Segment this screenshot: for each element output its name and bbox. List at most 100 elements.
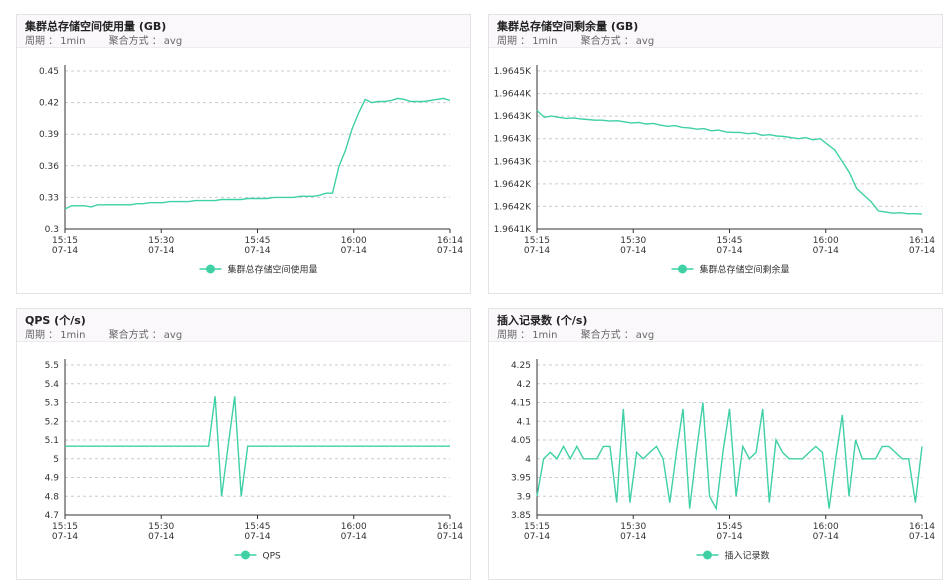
panel-header: 插入记录数 (个/s) 周期 ： 1min 聚合方式 ： avg	[489, 309, 942, 342]
series-line[interactable]	[65, 396, 450, 497]
legend-label[interactable]: 插入记录数	[725, 550, 770, 562]
y-tick-label: 5.1	[45, 436, 59, 446]
legend-marker[interactable]	[703, 550, 712, 560]
x-tick-label: 07-14	[437, 532, 463, 542]
agg-label-text: 聚合方式 ：	[108, 330, 162, 341]
y-tick-label: 0.42	[39, 99, 59, 109]
x-tick-label: 07-14	[620, 246, 646, 256]
x-tick-label: 07-14	[813, 532, 839, 542]
period-value: 1min	[60, 36, 86, 47]
x-tick-label: 15:45	[245, 522, 271, 532]
x-tick-label: 07-14	[148, 246, 174, 256]
period-label: 周期 ： 1min	[497, 330, 567, 341]
agg-value: avg	[635, 36, 655, 47]
x-tick-label: 16:00	[813, 236, 839, 246]
series-line[interactable]	[536, 402, 923, 511]
x-tick-label: 15:45	[717, 236, 743, 246]
x-tick-label: 16:00	[341, 236, 367, 246]
y-tick-label: 1.9644K	[494, 90, 532, 100]
period-label-text: 周期 ：	[497, 36, 531, 47]
y-tick-label: 1.9643K	[494, 135, 532, 145]
legend-label[interactable]: 集群总存储空间剩余量	[700, 264, 790, 276]
agg-label: 聚合方式 ： avg	[581, 330, 665, 341]
x-tick-label: 07-14	[52, 532, 78, 542]
panel-header: 集群总存储空间使用量 (GB) 周期 ： 1min 聚合方式 ： avg	[17, 15, 470, 48]
agg-value: avg	[163, 330, 183, 341]
y-tick-label: 5.3	[45, 399, 59, 409]
y-tick-label: 1.9642K	[494, 202, 532, 212]
legend-label[interactable]: QPS	[263, 552, 282, 562]
chart-storage-remaining: 1.9641K 1.9642K 1.9642K 1.9643K 1.9643K 1.964…	[494, 65, 935, 276]
y-tick-label: 3.9	[517, 492, 532, 502]
x-tick-label: 16:14	[909, 522, 935, 532]
legend-marker[interactable]	[241, 550, 250, 560]
period-value: 1min	[532, 330, 558, 341]
agg-label-text: 聚合方式 ：	[108, 36, 162, 47]
x-tick-label: 16:14	[909, 236, 935, 246]
y-tick-label: 1.9643K	[494, 112, 532, 122]
x-tick-label: 07-14	[341, 532, 367, 542]
y-tick-label: 0.45	[39, 67, 59, 77]
y-tick-label: 1.9641K	[494, 225, 532, 235]
legend-marker[interactable]	[678, 264, 687, 274]
y-tick-label: 3.95	[511, 474, 531, 484]
x-tick-label: 07-14	[244, 532, 270, 542]
x-tick-label: 15:30	[620, 236, 646, 246]
panel-header: QPS (个/s) 周期 ： 1min 聚合方式 ： avg	[17, 309, 470, 342]
panel-storage-remaining: 集群总存储空间剩余量 (GB) 周期 ： 1min 聚合方式 ： avg 1.964…	[488, 14, 943, 294]
period-label-text: 周期 ：	[25, 36, 59, 47]
y-tick-label: 4	[525, 455, 531, 465]
agg-label-text: 聚合方式 ：	[580, 330, 634, 341]
agg-label: 聚合方式 ： avg	[581, 36, 665, 47]
legend-marker[interactable]	[206, 264, 215, 274]
y-tick-label: 4.9	[45, 474, 60, 484]
period-label: 周期 ： 1min	[25, 36, 95, 47]
y-tick-label: 0.33	[39, 193, 59, 203]
legend-label[interactable]: 集群总存储空间使用量	[228, 264, 318, 276]
x-tick-label: 07-14	[341, 246, 367, 256]
agg-label-text: 聚合方式 ：	[580, 36, 634, 47]
y-tick-label: 1.9645K	[494, 67, 532, 77]
x-tick-label: 16:14	[437, 236, 463, 246]
series-line[interactable]	[536, 109, 923, 215]
period-label-text: 周期 ：	[25, 330, 59, 341]
x-tick-label: 07-14	[148, 532, 174, 542]
x-tick-label: 07-14	[437, 246, 463, 256]
y-tick-label: 4.1	[517, 417, 531, 427]
period-label: 周期 ： 1min	[497, 36, 567, 47]
panel-storage-used: 集群总存储空间使用量 (GB) 周期 ： 1min 聚合方式 ： avg 0.3 0.…	[16, 14, 471, 294]
y-tick-label: 0.39	[39, 130, 59, 140]
chart-insert-records: 3.853.93.9544.054.14.154.24.2515:1507-14…	[511, 359, 935, 562]
period-label: 周期 ： 1min	[25, 330, 95, 341]
x-tick-label: 07-14	[524, 246, 550, 256]
panel-meta: 周期 ： 1min 聚合方式 ： avg	[25, 32, 202, 47]
y-tick-label: 4.25	[511, 361, 531, 371]
panel-insert-records: 插入记录数 (个/s) 周期 ： 1min 聚合方式 ： avg 3.85 3.9 3.…	[488, 308, 943, 580]
x-tick-label: 15:30	[148, 522, 174, 532]
y-tick-label: 4.8	[45, 492, 60, 502]
y-tick-label: 0.36	[39, 162, 59, 172]
x-tick-label: 15:15	[52, 522, 78, 532]
x-tick-label: 07-14	[52, 246, 78, 256]
panel-meta: 周期 ： 1min 聚合方式 ： avg	[497, 326, 674, 341]
x-tick-label: 16:00	[341, 522, 367, 532]
x-tick-label: 07-14	[909, 246, 935, 256]
panel-title: 插入记录数 (个/s)	[497, 314, 588, 327]
panel-title: QPS (个/s)	[25, 314, 86, 327]
x-tick-label: 07-14	[524, 532, 550, 542]
series-line[interactable]	[64, 97, 451, 210]
y-tick-label: 4.15	[511, 399, 531, 409]
x-tick-label: 16:00	[813, 522, 839, 532]
y-tick-label: 0.3	[45, 225, 59, 235]
y-tick-label: 1.9643K	[494, 157, 532, 167]
panel-qps: QPS (个/s) 周期 ： 1min 聚合方式 ： avg 4.7 4.8 4.9 5 5…	[16, 308, 471, 580]
panel-meta: 周期 ： 1min 聚合方式 ： avg	[497, 32, 674, 47]
y-tick-label: 4.2	[517, 380, 531, 390]
x-tick-label: 15:30	[620, 522, 646, 532]
period-value: 1min	[532, 36, 558, 47]
x-tick-label: 15:45	[717, 522, 743, 532]
y-tick-label: 4.05	[511, 436, 531, 446]
x-tick-label: 07-14	[716, 532, 742, 542]
x-tick-label: 15:15	[52, 236, 78, 246]
x-tick-label: 07-14	[813, 246, 839, 256]
